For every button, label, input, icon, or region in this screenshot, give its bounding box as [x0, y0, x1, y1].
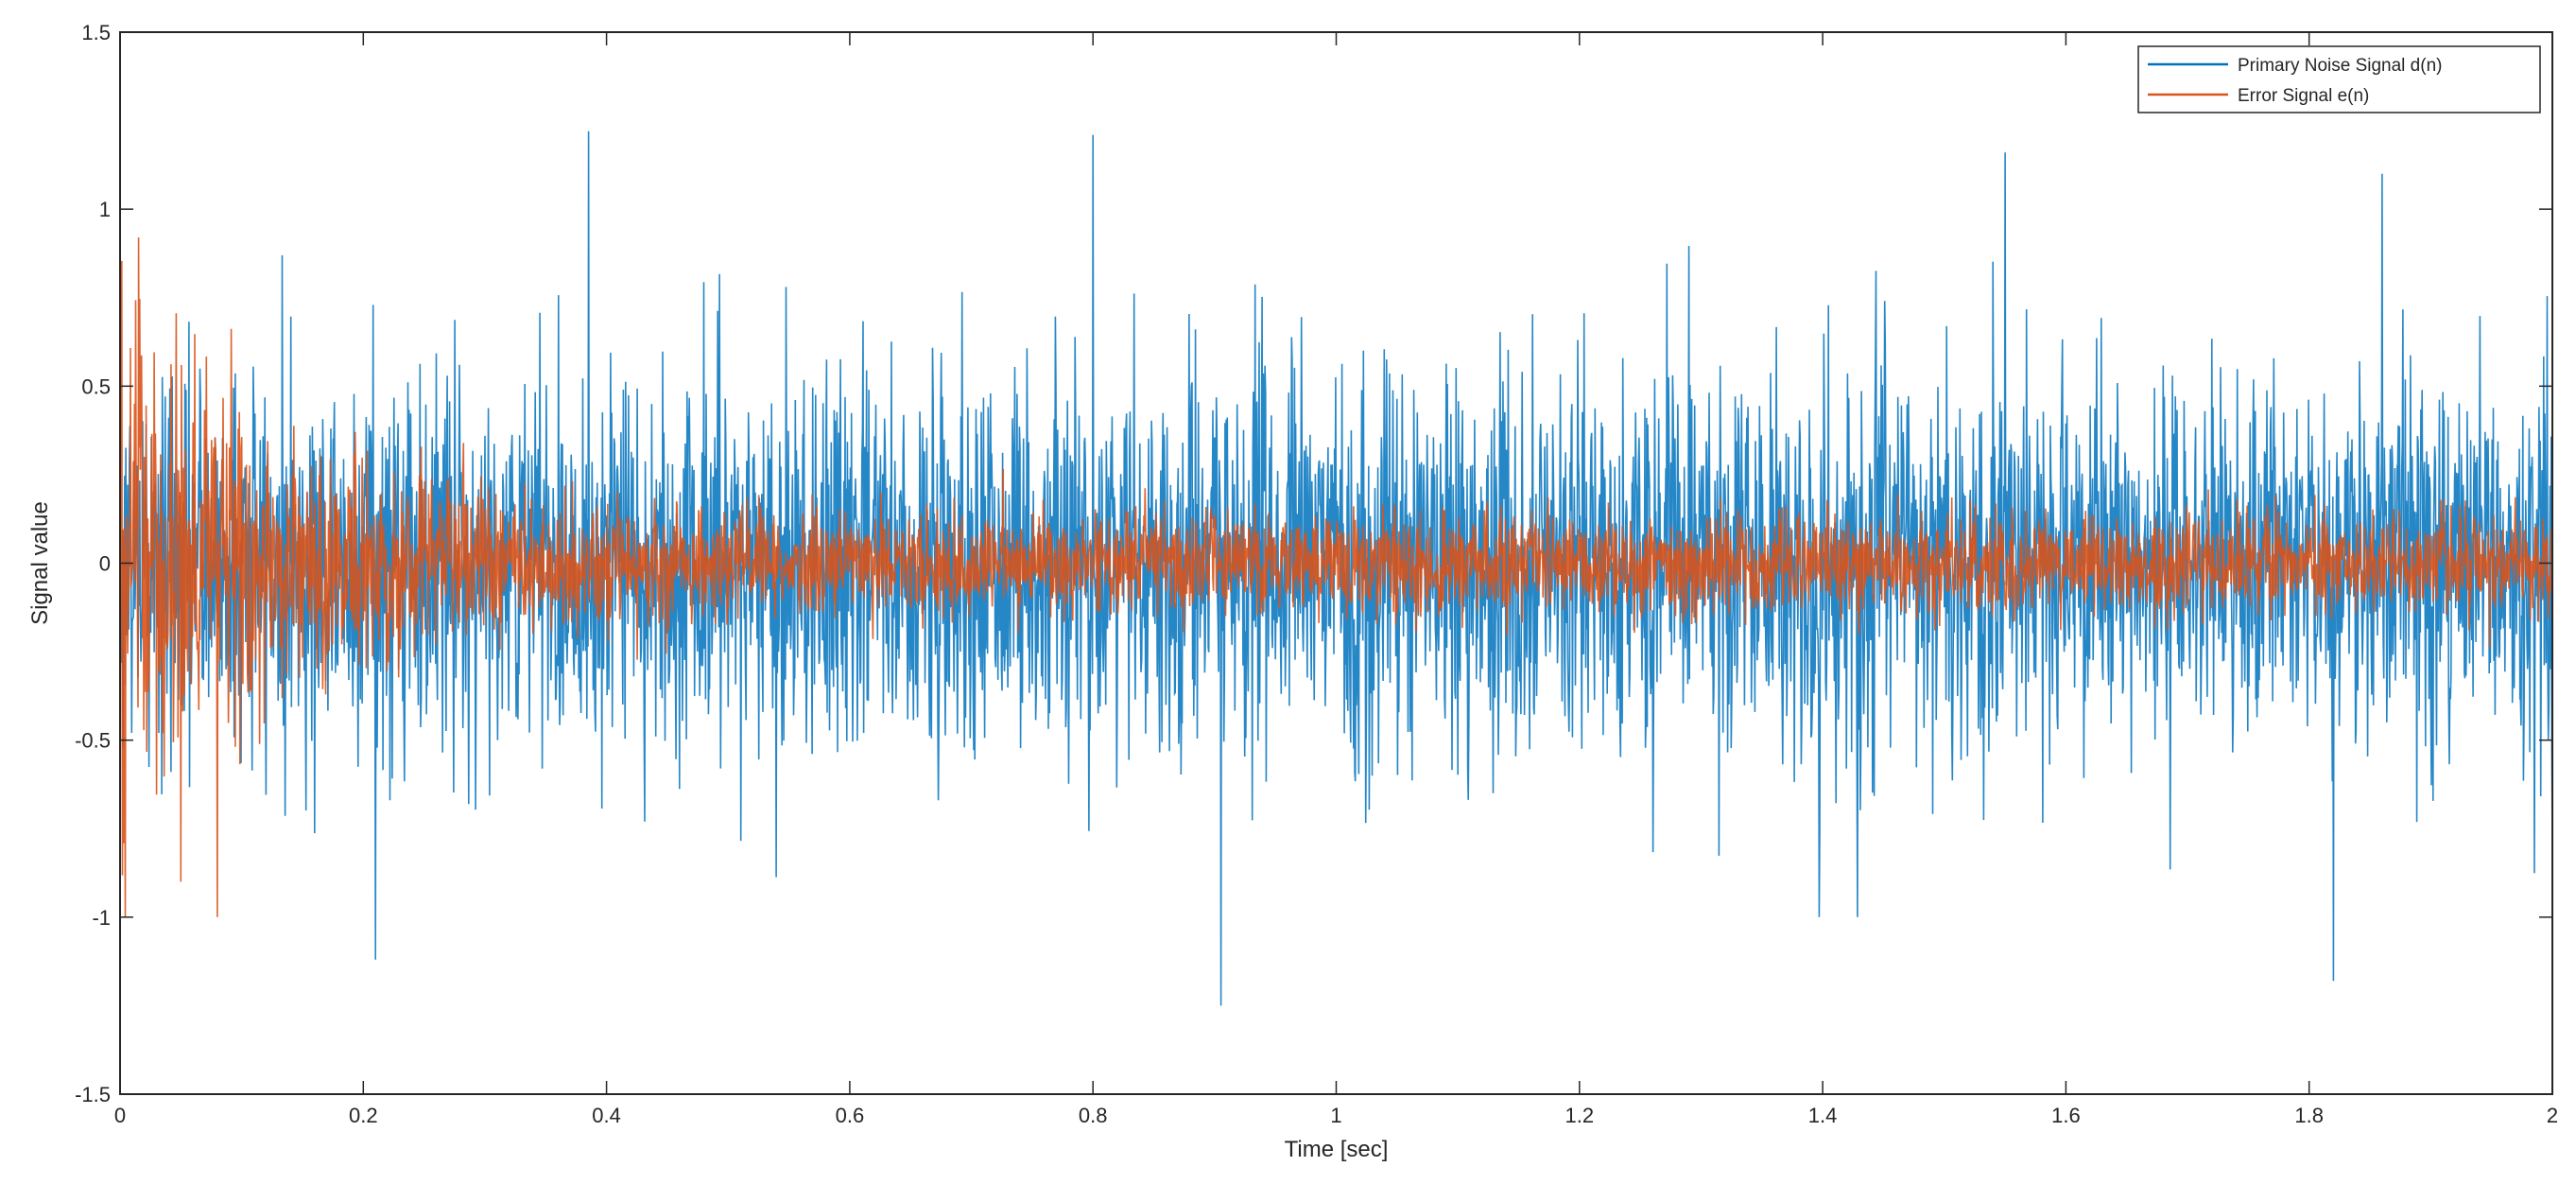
x-axis-label: Time [sec]: [1285, 1137, 1389, 1162]
y-tick-label: 0: [99, 552, 111, 576]
y-tick-label: -1: [92, 906, 111, 930]
legend-label-primary: Primary Noise Signal d(n): [2238, 56, 2442, 76]
x-tick-label: 1.4: [1808, 1104, 1838, 1127]
legend-box: [2137, 45, 2541, 113]
y-tick-label: 1.5: [81, 21, 111, 44]
x-tick-label: 1.2: [1565, 1104, 1595, 1127]
legend-label-error: Error Signal e(n): [2238, 86, 2369, 106]
y-axis-label: Signal value: [27, 501, 53, 625]
ticks-layer: 0 0.2 0.4 0.6 0.8 1 1.2 1.4 1.6 1.8 2 -1.5 -1 -0.5 0 0.…: [75, 21, 2558, 1127]
y-tick-label: -0.5: [75, 729, 111, 753]
x-tick-label: 0.4: [592, 1104, 621, 1127]
x-tick-label: 1: [1330, 1104, 1341, 1127]
y-tick-label: -1.5: [75, 1083, 111, 1106]
y-tick-label: 1: [99, 198, 111, 221]
x-tick-label: 0.2: [349, 1104, 378, 1127]
series-layer: [119, 131, 2553, 1006]
x-tick-label: 0.8: [1079, 1104, 1108, 1127]
x-tick-label: 1.8: [2294, 1104, 2324, 1127]
x-tick-label: 1.6: [2051, 1104, 2081, 1127]
x-tick-label: 0.6: [836, 1104, 865, 1127]
legend: Primary Noise Signal d(n) Error Signal e…: [2137, 45, 2541, 113]
x-tick-label: 2: [2547, 1104, 2558, 1127]
y-tick-label: 0.5: [81, 374, 111, 398]
x-tick-label: 0: [114, 1104, 126, 1127]
series-line-error: [119, 237, 2553, 917]
